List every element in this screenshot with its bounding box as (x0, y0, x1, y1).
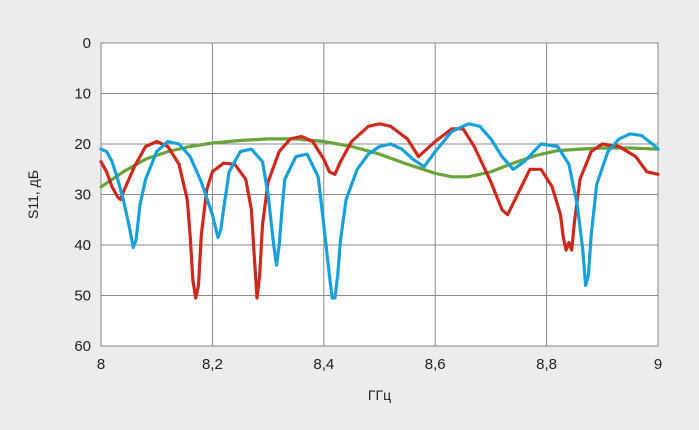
x-tick-label: 9 (654, 356, 662, 373)
x-axis-ticks: 8 8,2 8,4 8,6 8,8 9 (97, 356, 662, 373)
y-tick-label: 30 (74, 187, 91, 204)
y-tick-label: 40 (74, 237, 91, 254)
series-line-3 (99, 122, 660, 300)
y-axis-title: S11, дБ (25, 170, 41, 219)
x-tick-label: 8,4 (313, 356, 334, 373)
x-tick-label: 8,8 (536, 356, 557, 373)
x-tick-label: 8,6 (425, 356, 446, 373)
x-axis-title: ГГц (368, 387, 391, 403)
y-tick-label: 20 (74, 136, 91, 153)
y-tick-label: 50 (74, 288, 91, 305)
series-layer (99, 122, 660, 300)
y-axis-ticks: 0 10 20 30 40 50 60 (74, 35, 91, 355)
y-tick-label: 10 (74, 86, 91, 103)
y-tick-label: 0 (83, 35, 91, 52)
x-tick-label: 8,2 (202, 356, 223, 373)
series-line-2 (99, 122, 660, 300)
x-tick-label: 8 (97, 356, 105, 373)
y-tick-label: 60 (74, 338, 91, 355)
